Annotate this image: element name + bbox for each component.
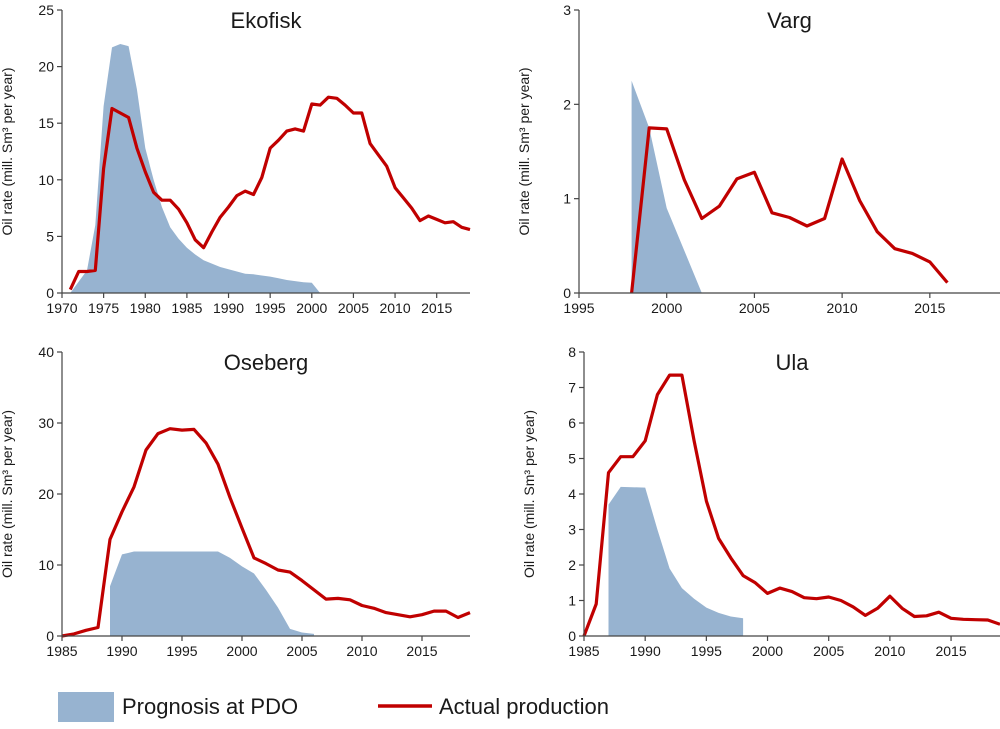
- ula-prognosis-area: [608, 486, 744, 636]
- ekofisk-xtick-label: 1975: [88, 300, 119, 316]
- ula-ytick-label: 0: [568, 628, 576, 644]
- ula-actual-line: [582, 373, 1000, 637]
- ekofisk-ylabel: Oil rate (mill. Sm³ per year): [0, 67, 15, 235]
- ekofisk-ytick-label: 10: [38, 172, 54, 188]
- ekofisk-title: Ekofisk: [231, 8, 303, 33]
- varg-actual-line: [630, 126, 949, 294]
- ekofisk-xtick-label: 1985: [171, 300, 202, 316]
- varg-ylabel: Oil rate (mill. Sm³ per year): [516, 67, 532, 235]
- legend-label-actual: Actual production: [439, 694, 609, 719]
- oseberg-xtick-label: 1985: [46, 643, 77, 659]
- ula-ytick-label: 6: [568, 415, 576, 431]
- ekofisk-ytick-label: 0: [46, 285, 54, 301]
- ekofisk-ytick-label: 20: [38, 59, 54, 75]
- ekofisk-ytick-label: 15: [38, 115, 54, 131]
- panel-varg: 0 1 2 3 1995 2000 2005 2010 2015 Oil rate (mill. …: [516, 2, 1000, 316]
- ula-xtick-label: 2010: [874, 643, 905, 659]
- ula-ytick-label: 4: [568, 486, 576, 502]
- varg-xtick-label: 2005: [739, 300, 770, 316]
- ekofisk-actual-line: [68, 95, 471, 291]
- panel-ula: 0 1 2 3 4 5 6 7 8 1985 1990 1995 2000 2005 2010 2015 Oil…: [521, 344, 1000, 659]
- varg-ytick-label: 0: [563, 285, 571, 301]
- oseberg-prognosis-area: [110, 551, 314, 636]
- oseberg-xtick-label: 2005: [286, 643, 317, 659]
- oseberg-ytick-label: 30: [38, 415, 54, 431]
- varg-title: Varg: [767, 8, 812, 33]
- oseberg-xtick-label: 2000: [226, 643, 257, 659]
- ekofisk-xtick-label: 1995: [255, 300, 286, 316]
- ula-ytick-label: 8: [568, 344, 576, 360]
- ula-xtick-label: 1995: [691, 643, 722, 659]
- varg-ytick-label: 2: [563, 96, 571, 112]
- ula-ytick-label: 5: [568, 451, 576, 467]
- ekofisk-xtick-label: 2005: [338, 300, 369, 316]
- ula-xtick-label: 1985: [568, 643, 599, 659]
- panel-ekofisk: 0 5 10 15 20 25 1970 1975 1980 1985 1990 1995 2000 20…: [0, 2, 471, 316]
- ekofisk-xtick-label: 2010: [379, 300, 410, 316]
- ula-xtick-label: 1990: [630, 643, 661, 659]
- oseberg-ylabel: Oil rate (mill. Sm³ per year): [0, 410, 15, 578]
- oseberg-ytick-label: 20: [38, 486, 54, 502]
- varg-ytick-label: 1: [563, 191, 571, 207]
- ekofisk-xtick-label: 1980: [130, 300, 161, 316]
- varg-xtick-label: 2010: [827, 300, 858, 316]
- ula-xtick-label: 2015: [935, 643, 966, 659]
- ula-ytick-label: 3: [568, 522, 576, 538]
- ekofisk-ytick-label: 25: [38, 2, 54, 18]
- varg-ytick-label: 3: [563, 2, 571, 18]
- oseberg-xtick-label: 1995: [166, 643, 197, 659]
- ula-title: Ula: [775, 350, 809, 375]
- varg-xtick-label: 2000: [651, 300, 682, 316]
- oseberg-ytick-label: 10: [38, 557, 54, 573]
- oseberg-xtick-label: 1990: [106, 643, 137, 659]
- ula-xtick-label: 2000: [752, 643, 783, 659]
- ula-ytick-label: 1: [568, 593, 576, 609]
- ekofisk-xtick-label: 2000: [296, 300, 327, 316]
- ula-xtick-label: 2005: [813, 643, 844, 659]
- varg-xtick-label: 2015: [914, 300, 945, 316]
- ekofisk-xtick-label: 2015: [421, 300, 452, 316]
- oseberg-ytick-label: 0: [46, 628, 54, 644]
- varg-xtick-label: 1995: [563, 300, 594, 316]
- legend: Prognosis at PDO Actual production: [58, 692, 609, 722]
- ula-ytick-label: 7: [568, 380, 576, 396]
- legend-label-prognosis: Prognosis at PDO: [122, 694, 298, 719]
- ula-ylabel: Oil rate (mill. Sm³ per year): [521, 410, 537, 578]
- oseberg-actual-line: [61, 427, 471, 638]
- oseberg-xtick-label: 2010: [346, 643, 377, 659]
- legend-swatch-prognosis: [58, 692, 114, 722]
- oseberg-xtick-label: 2015: [406, 643, 437, 659]
- oseberg-ytick-label: 40: [38, 344, 54, 360]
- oseberg-title: Oseberg: [224, 350, 308, 375]
- ekofisk-ytick-label: 5: [46, 228, 54, 244]
- ekofisk-xtick-label: 1970: [46, 300, 77, 316]
- panel-oseberg: 0 10 20 30 40 1985 1990 1995 2000 2005 2010 2015 Oil…: [0, 344, 471, 659]
- ekofisk-prognosis-area: [70, 44, 321, 293]
- ula-ytick-label: 2: [568, 557, 576, 573]
- ekofisk-xtick-label: 1990: [213, 300, 244, 316]
